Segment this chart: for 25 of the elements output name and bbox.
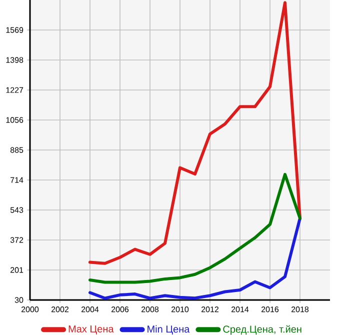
y-tick-label: 885: [10, 147, 24, 153]
y-tick-label: 1569: [6, 27, 24, 33]
line-series: [88, 1, 302, 265]
y-tick-label: 30: [14, 297, 24, 303]
legend-label: Min Цена: [148, 325, 190, 335]
y-tick-label: 1056: [6, 117, 24, 123]
x-tick-label: 2006: [112, 306, 129, 312]
x-tick-label: 2014: [232, 306, 249, 312]
x-tick-label: 2000: [22, 306, 39, 312]
y-tick-label: 372: [10, 237, 24, 243]
legend-label: Сред.Цена, т.йен: [223, 325, 302, 335]
y-tick-label: 1398: [6, 57, 24, 63]
y-tick-label: 1227: [6, 87, 24, 93]
x-tick-label: 2016: [262, 306, 279, 312]
x-tick-label: 2010: [172, 306, 189, 312]
y-tick-label: 543: [10, 207, 24, 213]
y-tick-label: 201: [10, 267, 24, 273]
y-tick-label: 714: [10, 177, 24, 183]
x-tick-label: 2018: [292, 306, 309, 312]
line-series: [88, 216, 302, 300]
x-tick-label: 2002: [52, 306, 68, 312]
x-tick-label: 2008: [142, 306, 159, 312]
legend-label: Max Цена: [68, 325, 114, 334]
x-tick-label: 2004: [82, 306, 99, 312]
x-tick-label: 2012: [202, 306, 218, 312]
